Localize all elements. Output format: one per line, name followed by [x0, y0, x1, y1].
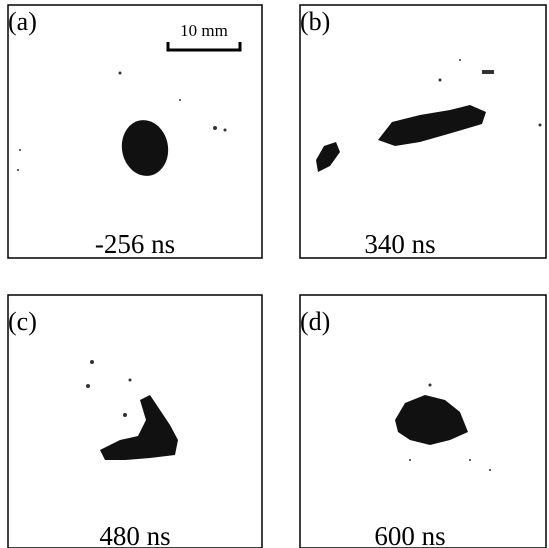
panel-frame	[7, 294, 263, 548]
plasma-spot	[378, 105, 486, 146]
time-label: -256 ns	[95, 229, 175, 259]
panel-label: (a)	[8, 7, 37, 36]
plasma-spot	[316, 142, 340, 172]
speckles	[17, 59, 542, 471]
time-label: 600 ns	[374, 521, 445, 548]
plasma-spot	[100, 395, 178, 460]
plasma-spot	[121, 120, 169, 176]
panel-label: (c)	[8, 307, 37, 336]
panel-label: (b)	[300, 7, 330, 36]
scale-bar	[166, 42, 242, 52]
panel-label: (d)	[300, 307, 330, 336]
time-label: 480 ns	[99, 521, 170, 548]
plasma-spot	[395, 395, 468, 445]
scale-bar-label: 10 mm	[180, 21, 228, 40]
time-label: 340 ns	[364, 229, 435, 259]
